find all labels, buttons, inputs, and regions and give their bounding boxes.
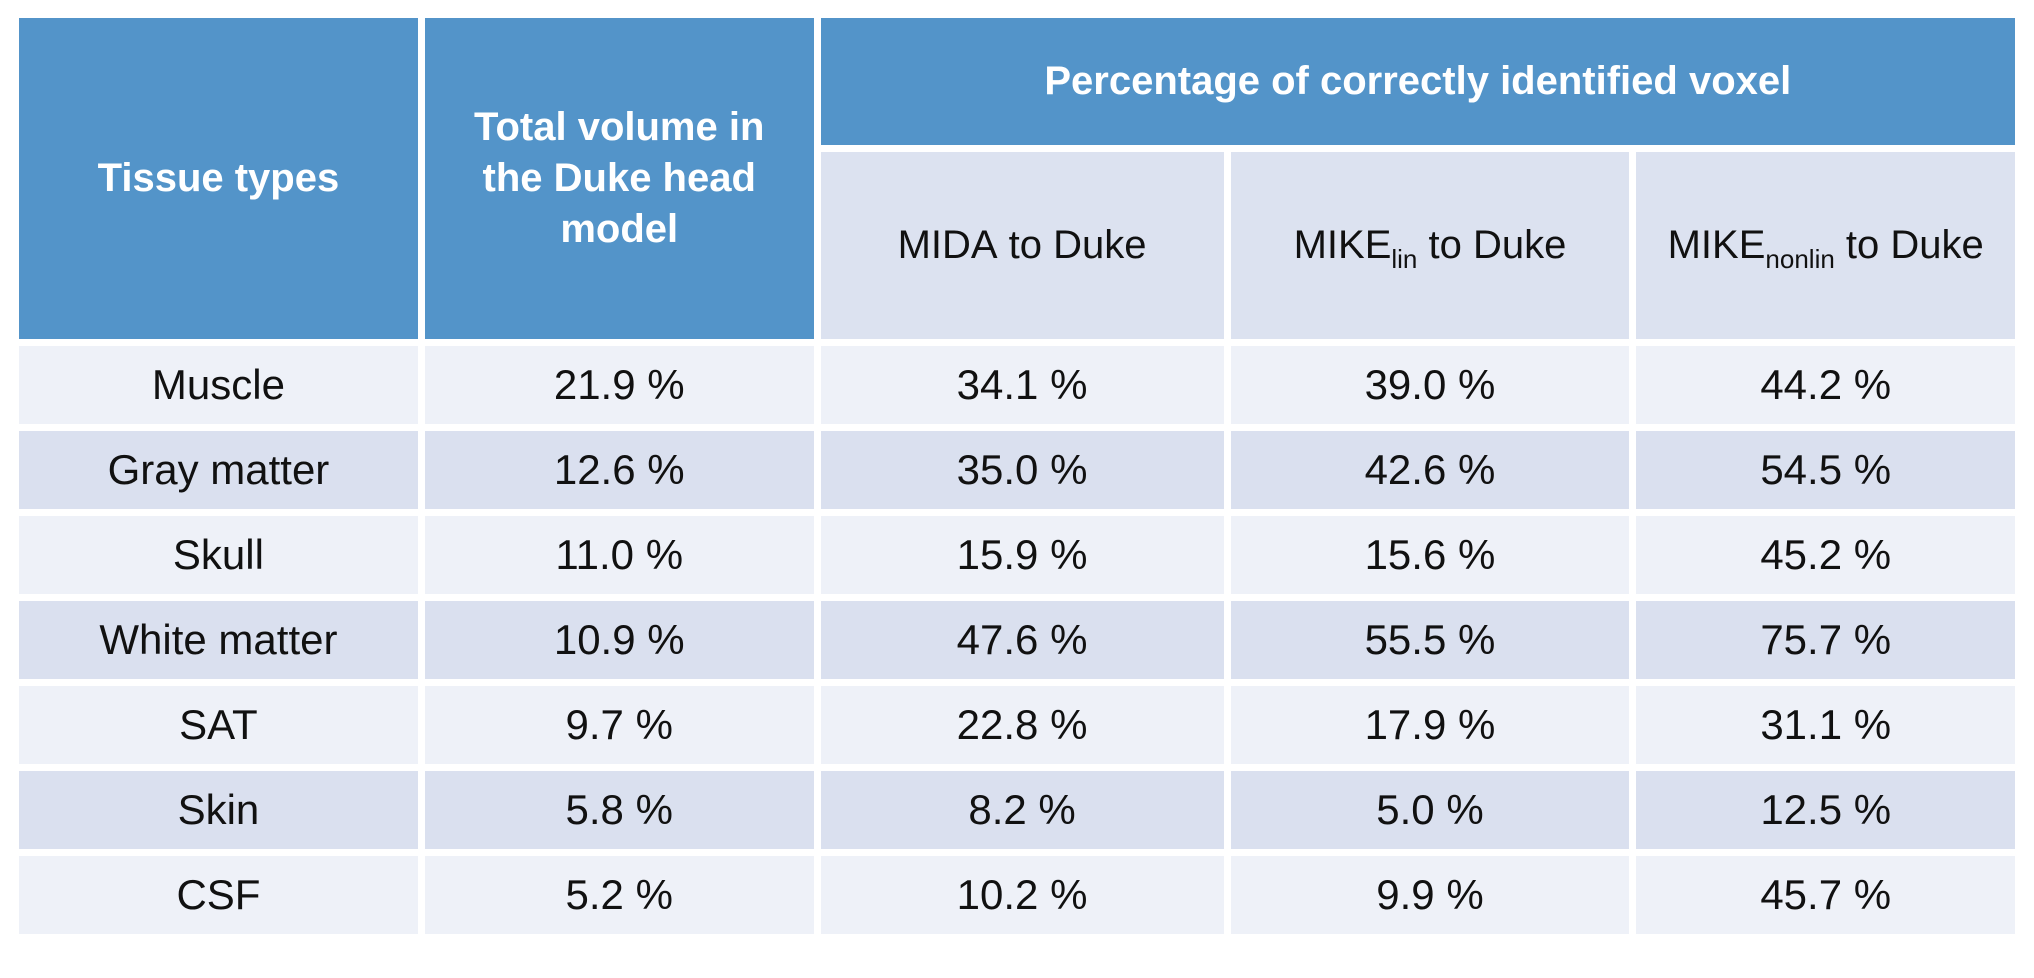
mike-lin-value-cell: 42.6 % bbox=[1230, 431, 1630, 509]
table-row-skull: Skull 11.0 % 15.9 % 15.6 % 45.2 % bbox=[19, 516, 2015, 594]
tissue-name-cell: SAT bbox=[19, 686, 418, 764]
mida-value-cell: 8.2 % bbox=[820, 771, 1224, 849]
total-volume-cell: 21.9 % bbox=[424, 346, 814, 424]
header-row-top: Tissue types Total volume in the Duke he… bbox=[19, 18, 2015, 339]
mida-value-cell: 15.9 % bbox=[820, 516, 1224, 594]
total-volume-cell: 10.9 % bbox=[424, 601, 814, 679]
mida-value-cell: 22.8 % bbox=[820, 686, 1224, 764]
table-row-skin: Skin 5.8 % 8.2 % 5.0 % 12.5 % bbox=[19, 771, 2015, 849]
tissue-voxel-table: Tissue types Total volume in the Duke he… bbox=[12, 11, 2022, 941]
mike-nonlin-value-cell: 75.7 % bbox=[1636, 601, 2015, 679]
total-volume-cell: 11.0 % bbox=[424, 516, 814, 594]
voxel-percentage-group-header-label: Percentage of correctly identified voxel bbox=[1044, 58, 1792, 103]
tissue-name-cell: CSF bbox=[19, 856, 418, 934]
total-volume-cell: 12.6 % bbox=[424, 431, 814, 509]
mike-nonlin-value-cell: 54.5 % bbox=[1636, 431, 2015, 509]
mike-nonlin-value-cell: 44.2 % bbox=[1636, 346, 2015, 424]
table-row-sat: SAT 9.7 % 22.8 % 17.9 % 31.1 % bbox=[19, 686, 2015, 764]
mike-lin-value-cell: 17.9 % bbox=[1230, 686, 1630, 764]
mike-nonlin-to-duke-header-cell: MIKEnonlin to Duke bbox=[1636, 152, 2015, 339]
tissue-name-cell: Skin bbox=[19, 771, 418, 849]
table-row-gray-matter: Gray matter 12.6 % 35.0 % 42.6 % 54.5 % bbox=[19, 431, 2015, 509]
voxel-percentage-group-header-cell: Percentage of correctly identified voxel bbox=[820, 18, 2015, 145]
total-volume-cell: 5.8 % bbox=[424, 771, 814, 849]
table-row-csf: CSF 5.2 % 10.2 % 9.9 % 45.7 % bbox=[19, 856, 2015, 934]
mike-lin-to-duke-header-cell: MIKElin to Duke bbox=[1230, 152, 1630, 339]
tissue-types-header-label: Tissue types bbox=[97, 155, 340, 200]
mida-value-cell: 47.6 % bbox=[820, 601, 1224, 679]
mida-value-cell: 34.1 % bbox=[820, 346, 1224, 424]
tissue-name-cell: Muscle bbox=[19, 346, 418, 424]
mida-to-duke-header-label: MIDA to Duke bbox=[897, 223, 1147, 267]
tissue-types-header-cell: Tissue types bbox=[19, 18, 418, 339]
mida-value-cell: 35.0 % bbox=[820, 431, 1224, 509]
total-volume-cell: 5.2 % bbox=[424, 856, 814, 934]
mike-lin-value-cell: 39.0 % bbox=[1230, 346, 1630, 424]
mike-lin-value-cell: 15.6 % bbox=[1230, 516, 1630, 594]
total-volume-cell: 9.7 % bbox=[424, 686, 814, 764]
mike-nonlin-to-duke-header-label: MIKEnonlin to Duke bbox=[1667, 223, 1984, 274]
mike-lin-value-cell: 9.9 % bbox=[1230, 856, 1630, 934]
mida-value-cell: 10.2 % bbox=[820, 856, 1224, 934]
mike-nonlin-value-cell: 12.5 % bbox=[1636, 771, 2015, 849]
mida-to-duke-header-cell: MIDA to Duke bbox=[820, 152, 1224, 339]
mike-nonlin-value-cell: 45.7 % bbox=[1636, 856, 2015, 934]
tissue-name-cell: Skull bbox=[19, 516, 418, 594]
mike-lin-value-cell: 5.0 % bbox=[1230, 771, 1630, 849]
mike-lin-value-cell: 55.5 % bbox=[1230, 601, 1630, 679]
tissue-name-cell: Gray matter bbox=[19, 431, 418, 509]
table-row-muscle: Muscle 21.9 % 34.1 % 39.0 % 44.2 % bbox=[19, 346, 2015, 424]
header-row-sub: MIDA to Duke MIKElin to Duke MIKEnonlin … bbox=[19, 152, 2015, 339]
tissue-name-cell: White matter bbox=[19, 601, 418, 679]
mike-nonlin-value-cell: 45.2 % bbox=[1636, 516, 2015, 594]
mike-nonlin-value-cell: 31.1 % bbox=[1636, 686, 2015, 764]
table-row-white-matter: White matter 10.9 % 47.6 % 55.5 % 75.7 % bbox=[19, 601, 2015, 679]
total-volume-header-cell: Total volume in the Duke head model bbox=[424, 18, 814, 339]
total-volume-header-label: Total volume in the Duke head model bbox=[474, 104, 765, 252]
mike-lin-to-duke-header-label: MIKElin to Duke bbox=[1293, 223, 1567, 274]
